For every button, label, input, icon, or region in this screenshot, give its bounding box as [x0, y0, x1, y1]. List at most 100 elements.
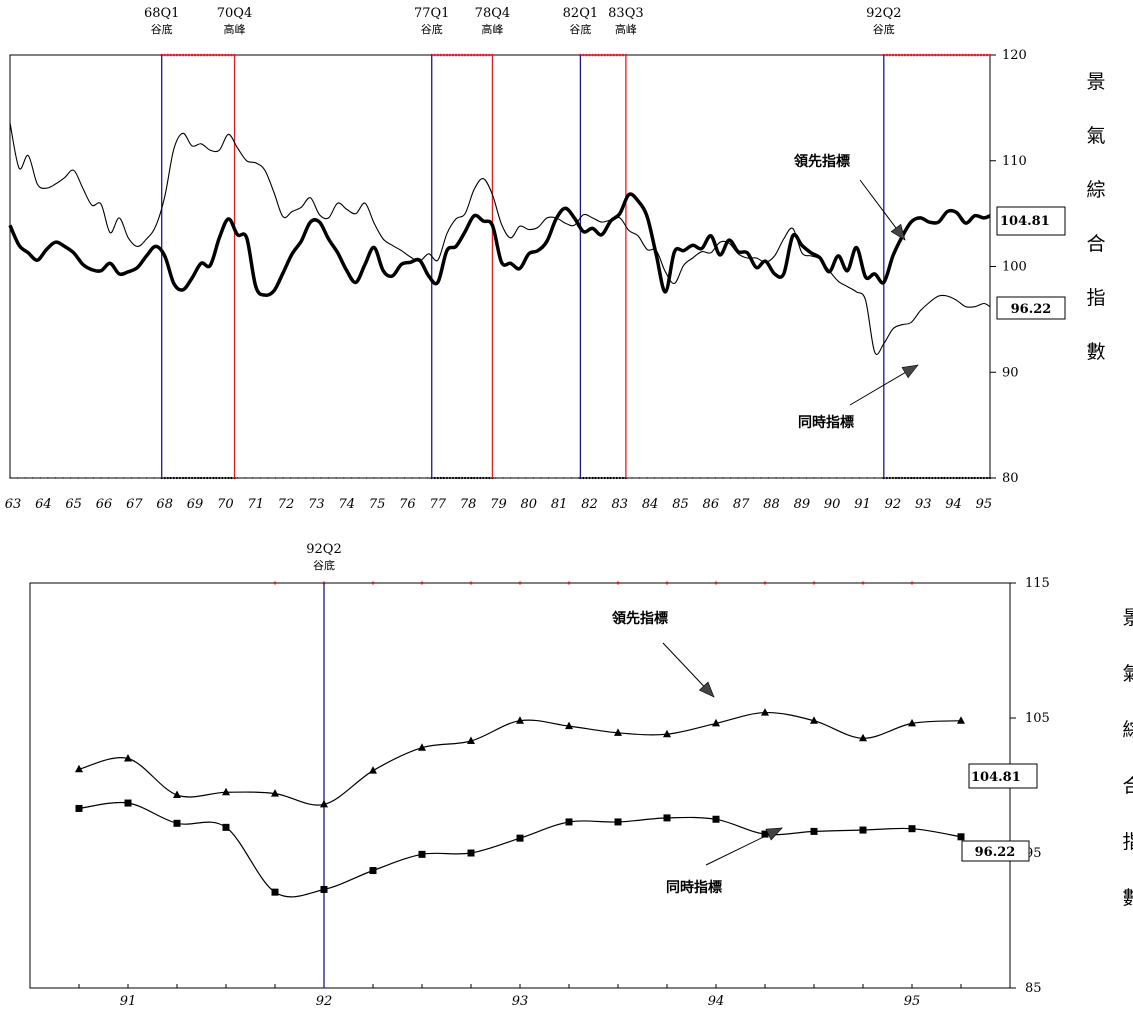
chart1-axis-dot: [380, 477, 383, 479]
chart1-span-dot-bottom: [197, 476, 200, 480]
chart1-axis-dot: [494, 477, 497, 479]
chart1-axis-dot: [153, 477, 155, 479]
chart1-axis-dot: [691, 477, 694, 479]
chart1-axis-dot: [92, 477, 95, 479]
chart1-span-dot-bottom: [916, 476, 919, 480]
chart1-span-dot-bottom: [940, 476, 943, 480]
chart1-xtick-label: 89: [794, 497, 811, 512]
chart2-coincident-point: [467, 849, 475, 857]
chart1-span-dot-bottom: [588, 476, 591, 480]
chart2-leading-point: [565, 721, 573, 730]
chart2-leading-point: [810, 716, 818, 724]
chart1-axis-dot: [168, 477, 170, 479]
chart2-leading-point: [222, 787, 230, 796]
chart1-span-dot-top: [949, 53, 952, 57]
chart1-span-dot-top: [439, 53, 443, 57]
chart1-span-dot-bottom: [906, 476, 910, 480]
chart1-span-dot-top: [460, 53, 464, 57]
chart1-axis-dot: [972, 477, 975, 479]
side-label-char: 數: [1086, 341, 1106, 363]
chart1-span-dot-bottom: [988, 476, 992, 480]
chart1-axis-dot: [471, 477, 474, 479]
chart1-span-dot-bottom: [166, 476, 169, 480]
chart2-leading-point: [908, 718, 916, 727]
chart1-axis-dot: [896, 477, 899, 479]
chart1-span-dot-bottom: [457, 476, 461, 480]
chart1-axis-dot: [616, 477, 618, 479]
chart1-axis-dot: [343, 477, 345, 479]
chart2-leading-point: [75, 764, 83, 773]
chart1-span-dot-bottom: [187, 476, 191, 480]
chart1-axis-dot: [464, 477, 466, 479]
chart1-turning-label-83Q3: 83Q3: [608, 6, 643, 21]
chart2-span-dot-top: [910, 581, 914, 585]
side-label-char: 數: [1122, 887, 1133, 909]
chart1-turning-kind-92Q2: 谷底: [873, 22, 895, 36]
chart1-axis-dot: [320, 477, 322, 479]
chart1-turning-kind-83Q3: 高峰: [615, 22, 637, 36]
chart2-leading-label: 領先指標: [612, 610, 668, 627]
chart1-xtick-label: 95: [976, 497, 993, 512]
chart1-span-dot-top: [187, 53, 191, 57]
chart1-span-dot-top: [603, 53, 606, 57]
chart1-ytick-label: 80: [1002, 471, 1019, 486]
chart1-span-dot-top: [612, 53, 616, 57]
chart2-leading-arrow-head: [698, 681, 715, 698]
chart2-turning-label-92Q2: 92Q2: [306, 542, 341, 557]
chart1-axis-dot: [858, 477, 861, 479]
chart1-span-dot-top: [451, 53, 455, 57]
chart2-span-dot-top: [616, 581, 620, 585]
chart1-span-dot-bottom: [224, 476, 227, 480]
chart1-axis-dot: [403, 477, 406, 479]
chart1-coincident-arrow-head: [901, 364, 919, 379]
chart1-span-dot-top: [172, 53, 176, 57]
chart2-coincident-point: [957, 833, 965, 841]
chart1-axis-dot: [449, 477, 451, 479]
chart1-axis-dot: [502, 477, 504, 479]
chart1-xtick-label: 83: [612, 497, 629, 512]
chart1-xtick-label: 68: [156, 497, 173, 512]
chart1-xtick-label: 76: [399, 497, 416, 512]
chart1-coincident-end-value: 96.22: [1011, 302, 1052, 317]
chart1-span-dot-bottom: [891, 476, 895, 480]
chart1-axis-dot: [418, 477, 421, 479]
chart1-span-dot-bottom: [931, 476, 934, 480]
chart1-span-dot-bottom: [230, 476, 233, 480]
chart1-axis-dot: [525, 477, 527, 479]
chart1-xtick-label: 92: [885, 497, 902, 512]
chart1-axis-dot: [16, 477, 19, 479]
chart1-span-dot-top: [979, 53, 983, 57]
chart1-span-dot-bottom: [473, 476, 476, 480]
chart1-axis-dot: [593, 477, 595, 479]
chart1-axis-dot: [107, 477, 110, 479]
chart1-axis-dot: [115, 477, 117, 479]
side-label-char: 綜: [1086, 179, 1106, 201]
chart1-span-dot-bottom: [460, 476, 464, 480]
chart1-span-dot-top: [952, 53, 955, 57]
chart1-axis-dot: [47, 477, 49, 479]
side-label-char: 氣: [1122, 663, 1133, 685]
chart1-axis-dot: [229, 477, 231, 479]
chart1-span-dot-bottom: [897, 476, 901, 480]
chart1-ytick-label: 90: [1002, 365, 1019, 380]
chart1-axis-dot: [790, 477, 792, 479]
chart2-leading-point: [663, 729, 671, 738]
chart1-axis-dot: [214, 477, 216, 479]
chart1-axis-dot: [722, 477, 724, 479]
chart1-xtick-label: 66: [96, 497, 113, 512]
chart1-span-dot-top: [943, 53, 946, 57]
chart1-span-dot-bottom: [973, 476, 976, 480]
chart1-span-dot-bottom: [451, 476, 455, 480]
chart1-axis-dot: [62, 477, 64, 479]
chart1-span-dot-top: [181, 53, 185, 57]
chart1-xtick-label: 86: [703, 497, 720, 512]
chart1-span-dot-top: [193, 53, 197, 57]
chart1-span-dot-top: [931, 53, 934, 57]
chart1-span-dot-top: [976, 53, 980, 57]
chart1-span-dot-bottom: [928, 476, 931, 480]
side-label-char: 指: [1086, 287, 1106, 309]
chart1-axis-dot: [646, 477, 648, 479]
side-label-chart2: 景氣綜合指數: [1112, 603, 1133, 939]
chart1-axis-dot: [289, 477, 292, 479]
chart1-axis-dot: [441, 477, 444, 479]
